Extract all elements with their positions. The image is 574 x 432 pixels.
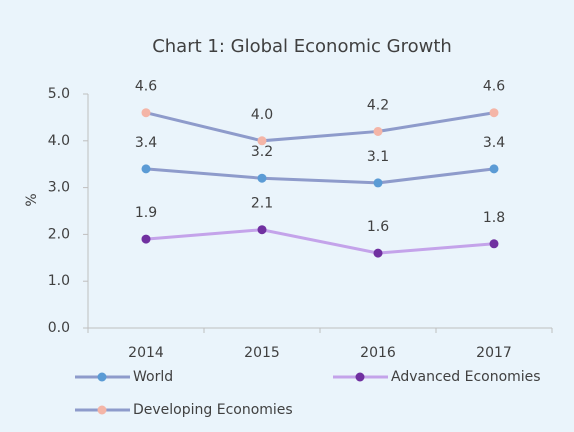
data-label: 3.4 [135, 135, 157, 151]
data-point [489, 108, 499, 118]
data-point [373, 248, 383, 258]
data-point [141, 108, 151, 118]
legend-label: Advanced Economies [391, 369, 541, 385]
x-tick-label: 2015 [244, 345, 280, 361]
legend-label: World [133, 369, 173, 385]
data-point [489, 164, 499, 174]
data-point [489, 239, 499, 249]
y-tick-label: 2.0 [48, 226, 70, 242]
data-point [257, 136, 267, 146]
data-point [257, 173, 267, 183]
data-label: 4.0 [251, 107, 273, 123]
data-label: 3.4 [483, 135, 505, 151]
series-line [145, 228, 495, 255]
y-tick-label: 5.0 [48, 86, 70, 102]
series-line [145, 111, 495, 143]
y-tick-label: 0.0 [48, 320, 70, 336]
data-point [257, 225, 267, 235]
data-label: 3.2 [251, 144, 273, 160]
x-tick-label: 2014 [128, 345, 164, 361]
series-line [145, 167, 495, 185]
legend-marker [97, 372, 107, 382]
data-label: 4.6 [135, 79, 157, 95]
y-tick-label: 3.0 [48, 180, 70, 196]
data-label: 2.1 [251, 196, 273, 212]
y-tick-label: 4.0 [48, 133, 70, 149]
data-label: 1.8 [483, 210, 505, 226]
data-point [373, 126, 383, 136]
data-point [373, 178, 383, 188]
data-point [141, 234, 151, 244]
legend-label: Developing Economies [133, 402, 293, 418]
y-axis-label: % [24, 193, 40, 206]
x-tick-label: 2017 [476, 345, 512, 361]
data-label: 4.6 [483, 79, 505, 95]
data-label: 1.6 [367, 219, 389, 235]
y-tick-label: 1.0 [48, 273, 70, 289]
legend-marker [355, 372, 365, 382]
chart-title: Chart 1: Global Economic Growth [152, 36, 452, 57]
data-point [141, 164, 151, 174]
data-label: 3.1 [367, 149, 389, 165]
data-label: 1.9 [135, 205, 157, 221]
x-tick-label: 2016 [360, 345, 396, 361]
legend-marker [97, 405, 107, 415]
data-label: 4.2 [367, 97, 389, 113]
